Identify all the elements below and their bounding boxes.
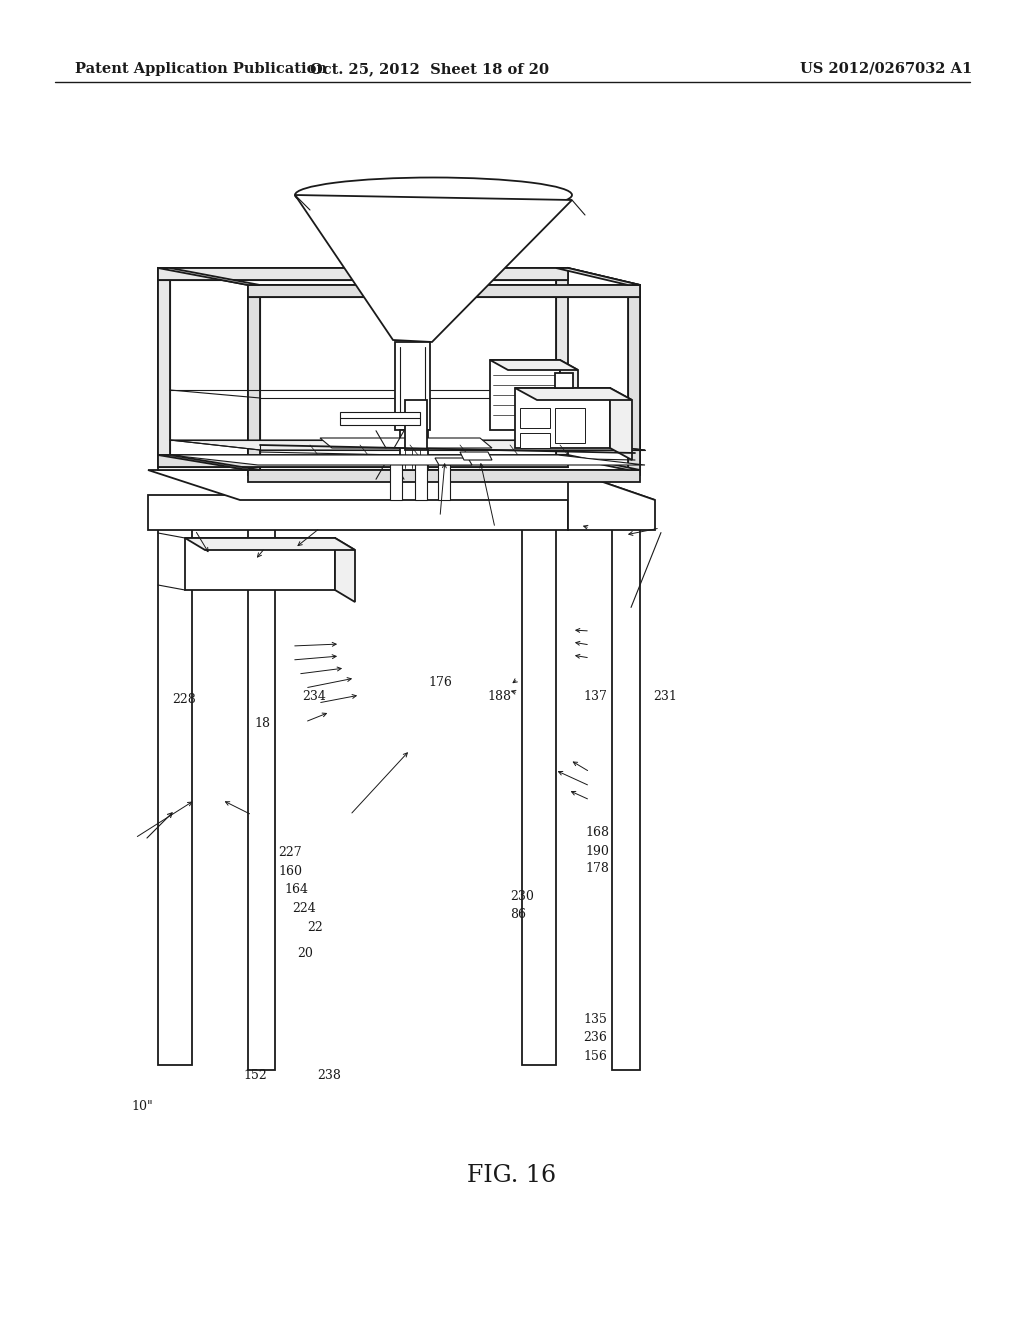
Polygon shape [435,458,472,465]
Polygon shape [170,455,645,465]
Bar [400,430,428,470]
Polygon shape [612,520,640,1071]
Polygon shape [158,268,260,285]
Polygon shape [170,440,645,450]
Polygon shape [556,268,640,285]
Bar [415,455,427,500]
Ellipse shape [295,177,572,213]
Text: 20: 20 [297,946,313,960]
Polygon shape [560,360,578,440]
Polygon shape [185,539,355,550]
Polygon shape [248,520,275,1071]
Text: 160: 160 [279,865,302,878]
Text: 176: 176 [428,676,452,689]
Polygon shape [568,470,655,531]
Text: 135: 135 [584,1012,607,1026]
Polygon shape [148,495,568,531]
Text: 156: 156 [584,1049,607,1063]
Polygon shape [515,388,632,400]
Polygon shape [248,470,640,482]
Text: FIG. 16: FIG. 16 [467,1163,557,1187]
Bar [438,455,450,500]
Text: 164: 164 [285,883,308,896]
Text: 137: 137 [584,690,607,704]
Bar [395,342,430,430]
Polygon shape [148,470,655,500]
Polygon shape [158,268,568,455]
Polygon shape [490,360,578,370]
Polygon shape [158,455,556,470]
Polygon shape [460,451,492,459]
Polygon shape [568,268,640,470]
Polygon shape [515,388,610,447]
Text: Patent Application Publication: Patent Application Publication [75,62,327,77]
Polygon shape [158,268,248,470]
Polygon shape [158,268,170,455]
Text: 152: 152 [244,1069,267,1082]
Polygon shape [185,539,335,590]
Polygon shape [556,455,640,470]
Text: 231: 231 [653,690,677,704]
Polygon shape [556,268,568,455]
Text: 178: 178 [586,862,609,875]
Polygon shape [158,455,568,467]
Bar [555,408,585,444]
Text: 230: 230 [510,890,534,903]
Polygon shape [340,412,420,425]
Bar [406,400,427,450]
Polygon shape [158,455,260,470]
Polygon shape [158,268,568,280]
Text: 86: 86 [510,908,526,921]
Polygon shape [248,459,640,475]
Bar [555,374,573,388]
Circle shape [531,412,539,420]
Text: 168: 168 [586,826,609,840]
Text: 18: 18 [254,717,270,730]
Polygon shape [319,438,492,447]
Text: 188: 188 [487,690,511,704]
Polygon shape [158,268,640,285]
Text: Oct. 25, 2012  Sheet 18 of 20: Oct. 25, 2012 Sheet 18 of 20 [310,62,550,77]
Text: 22: 22 [307,921,323,935]
Polygon shape [335,539,355,602]
Text: 227: 227 [279,846,302,859]
Text: US 2012/0267032 A1: US 2012/0267032 A1 [800,62,972,77]
Polygon shape [610,388,632,459]
Bar [390,455,402,500]
Polygon shape [628,285,640,470]
Text: 10": 10" [131,1100,153,1113]
Polygon shape [158,506,193,1065]
Bar [520,408,550,428]
Bar [520,433,550,447]
Text: 236: 236 [584,1031,607,1044]
Polygon shape [248,285,640,470]
Polygon shape [248,285,260,470]
Polygon shape [295,195,572,342]
Circle shape [564,418,575,432]
Text: 238: 238 [317,1069,341,1082]
Polygon shape [490,360,560,430]
Text: 228: 228 [172,693,196,706]
Text: 190: 190 [586,845,609,858]
Polygon shape [522,506,556,1065]
Polygon shape [248,285,640,297]
Text: 234: 234 [302,690,326,704]
Text: 224: 224 [292,902,315,915]
